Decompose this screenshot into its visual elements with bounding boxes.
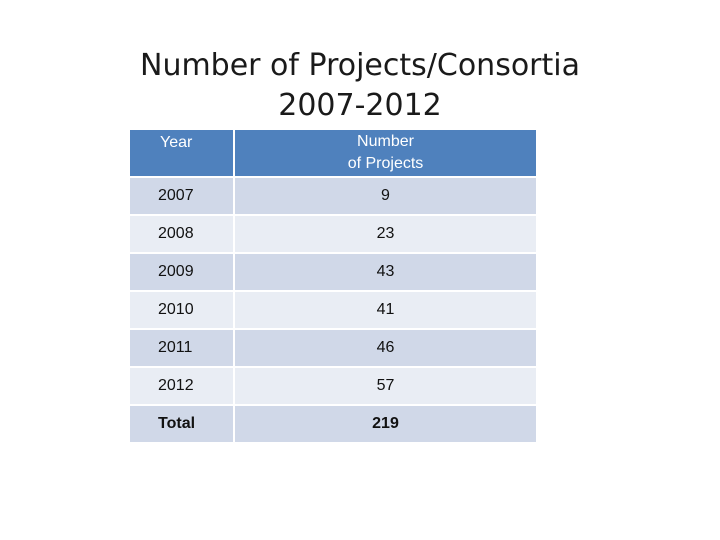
table-row: 2008 23 (128, 214, 538, 254)
title-line-2: 2007-2012 (278, 88, 442, 124)
header-year: Year (128, 128, 235, 178)
title-line-1: Number of Projects/Consortia (140, 48, 580, 84)
header-number-line-1: Number (357, 133, 414, 150)
projects-table: Year Number of Projects 2007 9 2008 23 2… (128, 128, 538, 444)
header-number-of-projects: Number of Projects (233, 128, 538, 178)
table-header-row: Year Number of Projects (128, 128, 538, 178)
header-number-line-2: of Projects (347, 155, 424, 172)
projects-cell: 23 (233, 214, 538, 254)
year-cell: 2008 (128, 214, 235, 254)
projects-cell: 57 (233, 366, 538, 406)
total-label: Total (128, 404, 235, 444)
table-total-row: Total 219 (128, 404, 538, 444)
projects-cell: 41 (233, 290, 538, 330)
year-cell: 2010 (128, 290, 235, 330)
table-row: 2011 46 (128, 328, 538, 368)
year-cell: 2007 (128, 176, 235, 216)
table-row: 2007 9 (128, 176, 538, 216)
table-row: 2012 57 (128, 366, 538, 406)
table-row: 2009 43 (128, 252, 538, 292)
projects-cell: 9 (233, 176, 538, 216)
year-cell: 2009 (128, 252, 235, 292)
total-value: 219 (233, 404, 538, 444)
year-cell: 2012 (128, 366, 235, 406)
page-title: Number of Projects/Consortia 2007-2012 (0, 46, 720, 126)
table-row: 2010 41 (128, 290, 538, 330)
year-cell: 2011 (128, 328, 235, 368)
projects-cell: 43 (233, 252, 538, 292)
projects-cell: 46 (233, 328, 538, 368)
